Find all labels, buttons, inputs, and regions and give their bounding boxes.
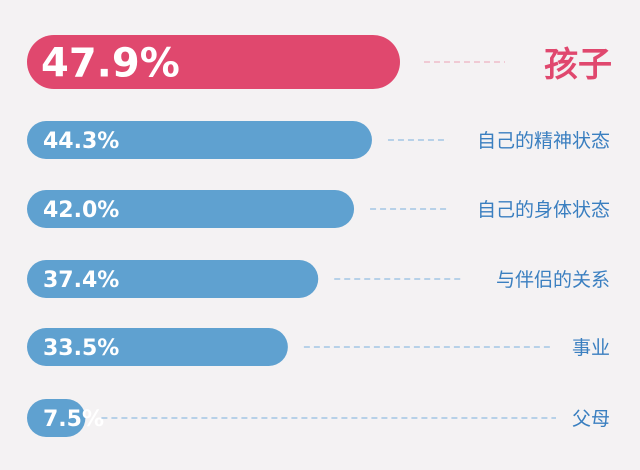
bar — [27, 399, 86, 437]
category-label: 父母 — [572, 408, 610, 430]
bar-value-label: 44.3% — [43, 129, 119, 154]
bar-value-label: 33.5% — [43, 336, 119, 361]
bar-row: 42.0% 自己的身体状态 — [27, 190, 610, 228]
bar — [27, 35, 400, 89]
category-label: 事业 — [572, 337, 610, 359]
bar-row: 7.5% 父母 — [27, 399, 610, 437]
bar-value-label: 37.4% — [43, 268, 119, 293]
bar — [27, 121, 372, 159]
bar-value-label: 47.9% — [41, 40, 180, 86]
bar — [27, 260, 319, 298]
bar-value-label: 7.5% — [43, 407, 104, 432]
bar-row: 44.3% 自己的精神状态 — [27, 121, 610, 159]
bar-row: 33.5% 事业 — [27, 328, 610, 366]
bar-row: 47.9% 孩子 — [27, 35, 612, 89]
bar-value-label: 42.0% — [43, 198, 119, 223]
category-label: 与伴侣的关系 — [496, 269, 610, 291]
category-label: 自己的身体状态 — [477, 199, 610, 221]
category-label: 孩子 — [544, 45, 612, 85]
bar — [27, 328, 288, 366]
bar-row: 37.4% 与伴侣的关系 — [27, 260, 610, 298]
bar — [27, 190, 355, 228]
category-label: 自己的精神状态 — [477, 130, 610, 152]
